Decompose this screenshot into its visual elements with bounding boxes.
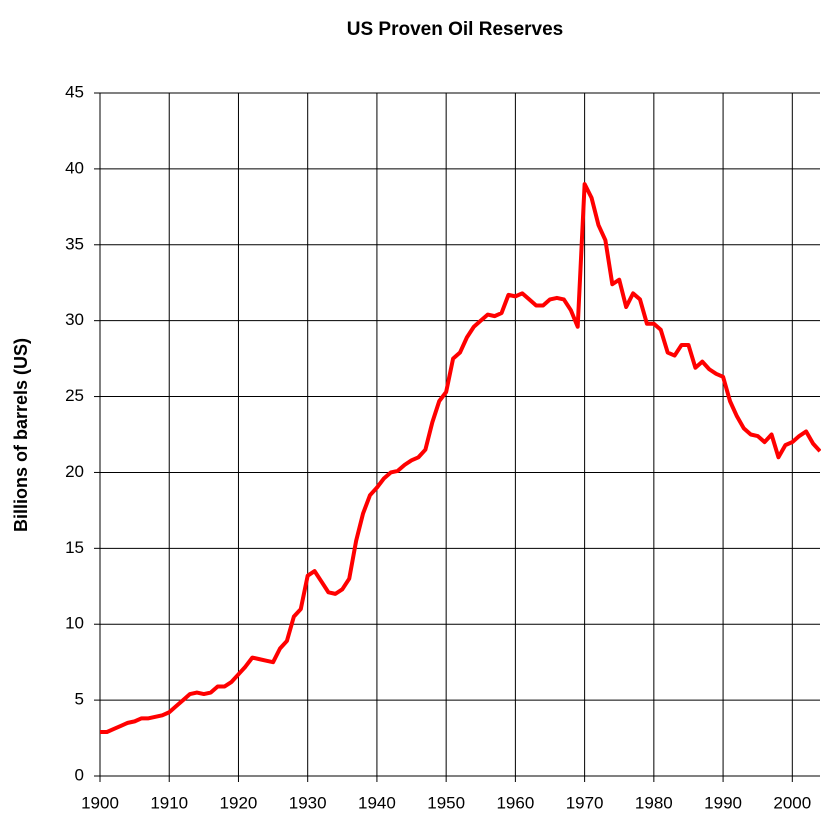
y-tick-label: 45 <box>65 82 84 101</box>
y-tick-label: 15 <box>65 538 84 557</box>
x-tick-label: 1920 <box>220 793 258 812</box>
x-tick-label: 1910 <box>150 793 188 812</box>
y-tick-label: 0 <box>75 765 84 784</box>
data-line <box>100 182 821 734</box>
x-tick-label: 1990 <box>704 793 742 812</box>
y-tick-label: 25 <box>65 386 84 405</box>
x-tick-label: 1970 <box>566 793 604 812</box>
x-tick-label: 1960 <box>496 793 534 812</box>
x-tick-label: 1900 <box>81 793 119 812</box>
y-tick-label: 5 <box>75 690 84 709</box>
x-tick-label: 2000 <box>773 793 811 812</box>
x-tick-label: 1980 <box>635 793 673 812</box>
chart-title: US Proven Oil Reserves <box>347 19 564 40</box>
y-axis-label: Billions of barrels (US) <box>11 338 31 532</box>
x-tick-label: 1940 <box>358 793 396 812</box>
y-tick-label: 35 <box>65 234 84 253</box>
y-tick-label: 20 <box>65 462 84 481</box>
x-tick-label: 1950 <box>427 793 465 812</box>
y-tick-label: 10 <box>65 614 84 633</box>
x-tick-label: 1930 <box>289 793 327 812</box>
y-tick-label: 30 <box>65 310 84 329</box>
y-tick-label: 40 <box>65 158 84 177</box>
